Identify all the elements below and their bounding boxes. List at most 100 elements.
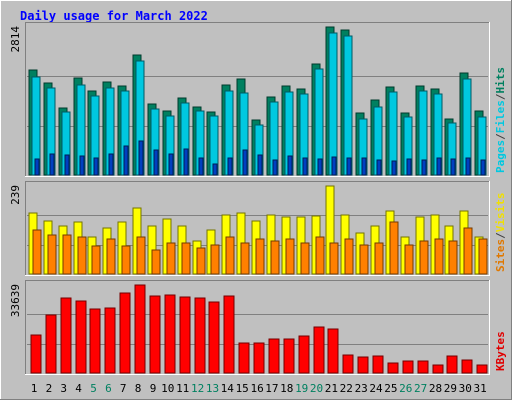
bar-kbytes-day-19 [298,335,310,374]
bar-sites-day-25 [389,221,399,275]
legend-part: Files [494,100,507,133]
bar-sites-day-1 [32,229,42,275]
bar-kbytes-day-1 [30,334,42,374]
x-tick-label: 25 [384,382,397,395]
x-tick-label: 17 [265,382,278,395]
bar-pages-day-10 [168,153,174,176]
bar-sites-day-13 [210,244,220,275]
bar-kbytes-day-22 [342,354,354,374]
x-tick-label: 12 [191,382,204,395]
bar-sites-day-24 [374,242,384,275]
legend-kbytes: KBytes [494,331,507,371]
bar-pages-day-23 [361,157,367,176]
bar-kbytes-day-7 [119,292,131,374]
bar-kbytes-day-11 [179,296,191,374]
bar-pages-day-24 [376,159,382,176]
bar-kbytes-day-28 [432,364,444,374]
bar-kbytes-day-23 [357,356,369,374]
legend-visits: Sites/Visits [494,193,507,273]
x-tick-label: 15 [236,382,249,395]
bar-kbytes-day-9 [149,295,161,374]
bar-pages-day-26 [406,158,412,176]
x-axis-ticks: 1 2 3 4 5 6 7 8 9 10 11 12 13 14 15 16 17 18 19 20 21 22 23 24 2… [31,382,487,395]
legend-part: Sites [494,239,507,272]
bar-pages-day-13 [212,163,218,176]
bar-sites-day-18 [285,238,295,275]
bar-sites-day-19 [300,242,310,275]
bar-sites-day-11 [181,242,191,275]
bar-sites-day-30 [463,227,473,275]
bar-pages-day-12 [198,157,204,176]
x-tick-label: 16 [250,382,263,395]
x-tick-label: 18 [280,382,293,395]
bar-kbytes-day-21 [327,328,339,374]
bar-sites-day-21 [329,242,339,275]
legend-hits: Pages/Files/Hits [494,67,507,173]
bar-pages-day-31 [480,159,486,176]
x-tick-label: 11 [176,382,189,395]
bar-pages-day-27 [421,159,427,176]
x-tick-label: 8 [135,382,142,395]
y-max-label-visits: 239 [9,185,22,205]
bar-kbytes-day-2 [45,314,57,374]
bar-pages-day-4 [79,155,85,176]
bar-pages-day-20 [317,158,323,176]
x-tick-label: 13 [206,382,219,395]
legend-part: KBytes [494,331,507,371]
bar-pages-day-19 [302,157,308,176]
bar-sites-day-14 [225,236,235,275]
bar-kbytes-day-13 [208,301,220,374]
x-tick-label: 22 [340,382,353,395]
bar-kbytes-day-3 [60,297,72,374]
bar-sites-day-16 [255,238,265,275]
legend-part: / [494,93,507,100]
x-tick-label: 2 [46,382,53,395]
bar-sites-day-17 [270,240,280,275]
series-legends: Pages/Files/Hits Sites/Visits KBytes [494,67,507,371]
bar-sites-day-8 [136,236,146,275]
bar-pages-day-3 [64,154,70,176]
x-tick-label: 23 [355,382,368,395]
bar-kbytes-day-20 [313,326,325,374]
bar-sites-day-2 [47,234,57,275]
x-tick-label: 10 [161,382,174,395]
chart-panels [25,22,490,375]
bar-kbytes-day-16 [253,342,265,374]
bar-kbytes-day-14 [223,295,235,374]
bar-sites-day-9 [151,249,161,275]
bar-sites-day-31 [478,238,488,275]
bar-pages-day-5 [93,157,99,176]
chart-title: Daily usage for March 2022 [20,9,208,23]
bar-kbytes-day-4 [75,300,87,374]
bar-sites-day-7 [121,245,131,275]
legend-part: Hits [494,67,507,94]
x-tick-label: 30 [459,382,472,395]
x-tick-label: 31 [473,382,486,395]
bar-pages-day-16 [257,154,263,176]
bar-sites-day-27 [419,240,429,275]
x-tick-label: 26 [399,382,412,395]
bar-pages-day-18 [287,155,293,176]
bar-sites-day-23 [359,244,369,275]
bar-sites-day-4 [77,236,87,275]
bar-kbytes-day-12 [194,297,206,374]
bars-visits [28,185,488,275]
x-tick-label: 6 [105,382,112,395]
bar-sites-day-15 [240,242,250,275]
bar-pages-day-29 [450,158,456,176]
x-tick-label: 4 [75,382,82,395]
bar-kbytes-day-6 [104,307,116,374]
bar-pages-day-15 [242,149,248,176]
bar-sites-day-6 [106,238,116,275]
legend-part: / [494,232,507,239]
bar-kbytes-day-26 [402,360,414,374]
bar-pages-day-21 [331,156,337,176]
bar-pages-day-28 [436,157,442,176]
bar-kbytes-day-25 [387,362,399,374]
bar-sites-day-26 [404,244,414,275]
x-tick-label: 27 [414,382,427,395]
x-tick-label: 3 [60,382,67,395]
bar-files-day-21 [328,32,338,176]
bar-kbytes-day-17 [268,338,280,374]
x-tick-label: 5 [90,382,97,395]
